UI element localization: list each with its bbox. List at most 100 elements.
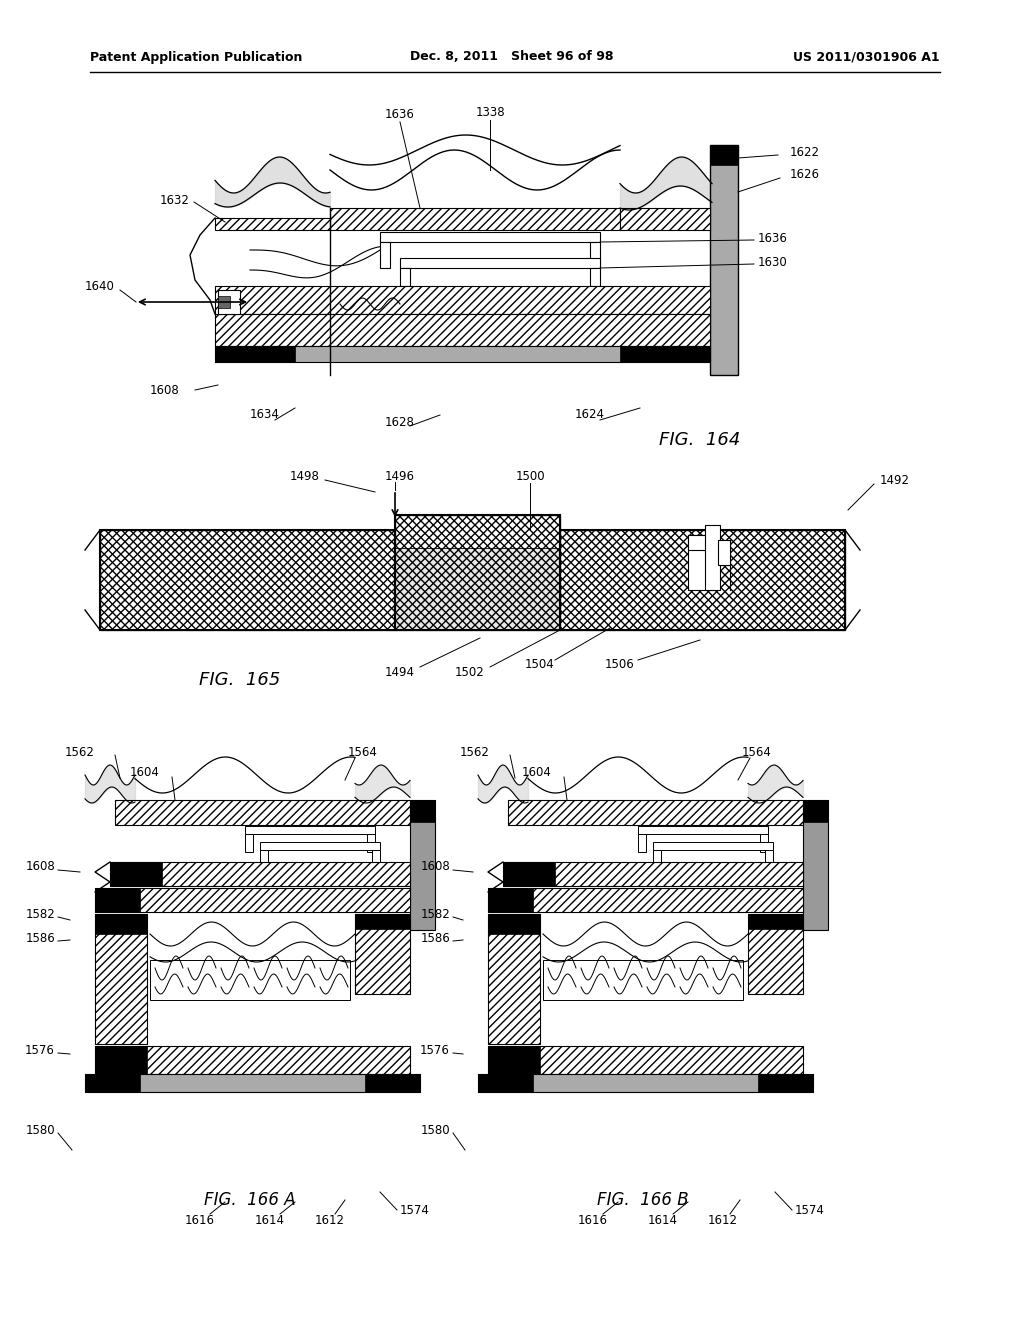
Text: 1580: 1580 [421, 1123, 450, 1137]
Text: 1564: 1564 [742, 747, 772, 759]
Bar [620, 209, 710, 230]
Text: 1500: 1500 [515, 470, 545, 483]
Bar [95, 888, 140, 912]
Bar [748, 913, 803, 929]
Bar [215, 346, 710, 362]
Bar [395, 515, 560, 630]
Bar [95, 888, 410, 912]
Bar [488, 888, 803, 912]
Text: 1574: 1574 [400, 1204, 430, 1217]
Bar [560, 531, 845, 630]
Bar [355, 913, 410, 929]
Text: Patent Application Publication: Patent Application Publication [90, 50, 302, 63]
Bar [590, 242, 600, 268]
Bar [688, 535, 718, 590]
Bar [478, 1074, 813, 1092]
Text: 1582: 1582 [26, 908, 55, 920]
Text: 1612: 1612 [708, 1213, 738, 1226]
Bar [758, 1074, 813, 1092]
Bar [215, 218, 330, 230]
Text: 1496: 1496 [385, 470, 415, 483]
Text: FIG.  166 B: FIG. 166 B [597, 1191, 689, 1209]
Bar [705, 525, 720, 590]
Bar [488, 913, 540, 935]
Text: 1622: 1622 [790, 145, 820, 158]
Bar [748, 913, 803, 994]
Bar [380, 242, 390, 268]
Text: 1614: 1614 [255, 1213, 285, 1226]
Bar [508, 800, 803, 825]
Text: 1628: 1628 [385, 416, 415, 429]
Text: 1580: 1580 [26, 1123, 55, 1137]
Text: FIG.  164: FIG. 164 [659, 432, 740, 449]
Bar [803, 800, 828, 822]
Text: 1506: 1506 [605, 659, 635, 672]
Bar [803, 800, 828, 931]
Bar [95, 1045, 410, 1074]
Text: 1586: 1586 [26, 932, 55, 945]
Text: 1562: 1562 [65, 746, 95, 759]
Bar [710, 145, 738, 375]
Bar [395, 548, 560, 630]
Text: Dec. 8, 2011   Sheet 96 of 98: Dec. 8, 2011 Sheet 96 of 98 [411, 50, 613, 63]
Text: 1634: 1634 [250, 408, 280, 421]
Bar [85, 1074, 140, 1092]
Text: 1608: 1608 [151, 384, 180, 396]
Bar [638, 826, 768, 834]
Bar [100, 531, 395, 630]
Bar [245, 826, 375, 834]
Text: 1614: 1614 [648, 1213, 678, 1226]
Bar [560, 531, 845, 630]
Bar [503, 862, 555, 886]
Bar [100, 531, 395, 630]
Text: 1604: 1604 [522, 767, 552, 780]
Bar [367, 834, 375, 851]
Bar [85, 1074, 420, 1092]
Text: 1608: 1608 [420, 861, 450, 874]
Text: 1632: 1632 [160, 194, 190, 206]
Bar [95, 913, 147, 1044]
Text: 1574: 1574 [795, 1204, 825, 1217]
Text: 1576: 1576 [420, 1044, 450, 1056]
Text: 1640: 1640 [85, 280, 115, 293]
Bar [365, 1074, 420, 1092]
Bar [688, 535, 718, 550]
Text: 1636: 1636 [385, 108, 415, 121]
Bar [355, 913, 410, 994]
Bar [488, 888, 534, 912]
Bar [760, 834, 768, 851]
Text: 1576: 1576 [26, 1044, 55, 1056]
Text: 1504: 1504 [525, 659, 555, 672]
Bar [543, 960, 743, 1001]
Bar [638, 834, 646, 851]
Bar [215, 314, 710, 346]
Text: FIG.  166 A: FIG. 166 A [204, 1191, 296, 1209]
Text: 1586: 1586 [420, 932, 450, 945]
Text: US 2011/0301906 A1: US 2011/0301906 A1 [794, 50, 940, 63]
Bar [260, 842, 380, 850]
Text: 1562: 1562 [460, 746, 489, 759]
Bar [95, 1045, 147, 1074]
Bar [150, 960, 350, 1001]
Bar [410, 800, 435, 931]
Bar [395, 548, 560, 630]
Bar [503, 862, 803, 886]
Text: 1502: 1502 [455, 665, 485, 678]
Bar [488, 1045, 540, 1074]
Text: 1624: 1624 [575, 408, 605, 421]
Bar [395, 515, 560, 630]
Bar [110, 862, 410, 886]
Bar [245, 834, 253, 851]
Bar [115, 800, 410, 825]
Bar [215, 286, 710, 314]
Bar [218, 290, 240, 314]
Text: 1626: 1626 [790, 169, 820, 181]
Text: 1616: 1616 [185, 1213, 215, 1226]
Text: 1604: 1604 [130, 767, 160, 780]
Bar [110, 862, 162, 886]
Bar [710, 145, 738, 165]
Text: 1612: 1612 [315, 1213, 345, 1226]
Bar [620, 346, 710, 362]
Text: 1564: 1564 [348, 747, 378, 759]
Bar [653, 850, 662, 862]
